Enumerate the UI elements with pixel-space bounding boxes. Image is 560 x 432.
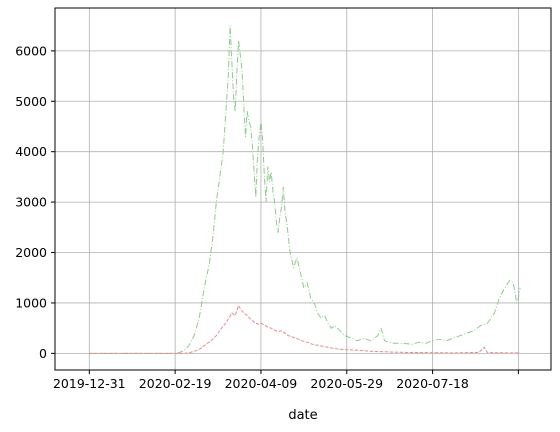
x-tick-label: 2020-04-09 bbox=[225, 376, 298, 391]
grid bbox=[55, 8, 551, 370]
y-tick-label: 5000 bbox=[15, 94, 47, 109]
series-line-2 bbox=[89, 305, 521, 354]
series-layer bbox=[89, 25, 521, 354]
y-tick-label: 4000 bbox=[15, 144, 47, 159]
x-axis: 2019-12-31 2020-02-19 2020-04-09 2020-05-29… bbox=[53, 370, 519, 391]
y-tick-label: 3000 bbox=[15, 195, 47, 210]
y-tick-label: 1000 bbox=[15, 295, 47, 310]
x-axis-title: date bbox=[288, 408, 317, 423]
x-tick-label: 2020-07-18 bbox=[396, 376, 469, 391]
y-axis: 0 1000 2000 3000 4000 5000 6000 bbox=[15, 43, 55, 361]
y-tick-label: 6000 bbox=[15, 43, 47, 58]
x-tick-label: 2019-12-31 bbox=[53, 376, 126, 391]
plot-frame bbox=[54, 7, 552, 371]
x-tick-label: 2020-05-29 bbox=[310, 376, 383, 391]
y-tick-label: 2000 bbox=[15, 245, 47, 260]
series-line-1 bbox=[89, 25, 521, 354]
y-tick-label: 0 bbox=[39, 346, 47, 361]
x-tick-label: 2020-02-19 bbox=[139, 376, 212, 391]
